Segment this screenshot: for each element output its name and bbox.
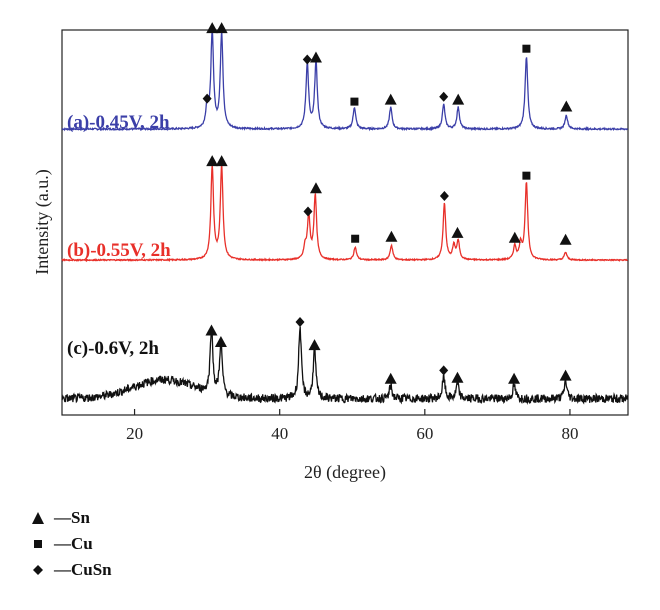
legend-label-cusn: —CuSn	[54, 560, 112, 579]
marker-triangle-2-6	[451, 371, 464, 383]
square-icon	[34, 540, 42, 548]
legend-label-cu: —Cu	[54, 534, 93, 553]
marker-triangle-0-1	[206, 22, 219, 34]
y-axis-title: Intensity (a.u.)	[32, 169, 53, 274]
x-axis-title: 2θ (degree)	[304, 462, 386, 483]
marker-square-1-9	[522, 171, 531, 180]
marker-triangle-2-3	[308, 339, 321, 351]
marker-triangle-2-0	[205, 324, 218, 336]
marker-square-1-4	[351, 234, 360, 243]
marker-triangle-2-4	[384, 372, 397, 384]
marker-diamond-1-2	[303, 206, 313, 217]
series-label-2: (c)-0.6V, 2h	[67, 338, 159, 359]
marker-triangle-0-10	[560, 100, 573, 112]
marker-triangle-1-1	[215, 155, 228, 167]
triangle-icon	[32, 512, 44, 524]
marker-legend: —Sn —Cu —CuSn	[30, 505, 250, 595]
legend-item-sn: —Sn	[30, 505, 250, 531]
marker-triangle-1-0	[206, 155, 219, 167]
marker-square-0-5	[350, 97, 359, 106]
series-line-1	[61, 164, 628, 263]
marker-diamond-0-0	[202, 93, 212, 104]
legend-label-sn: —Sn	[54, 508, 90, 527]
marker-triangle-0-8	[452, 93, 465, 105]
x-tick-label-40: 40	[271, 424, 288, 443]
marker-triangle-1-5	[385, 230, 398, 242]
marker-diamond-2-2	[295, 317, 305, 328]
legend-item-cu: —Cu	[30, 531, 250, 557]
series-line-0	[61, 28, 629, 132]
marker-diamond-0-3	[302, 54, 312, 65]
marker-triangle-2-7	[508, 372, 521, 384]
marker-triangle-1-7	[451, 226, 464, 238]
series-line-2	[61, 326, 629, 405]
marker-triangle-1-3	[309, 182, 322, 194]
marker-diamond-1-6	[439, 191, 449, 202]
x-tick-label-20: 20	[126, 424, 143, 443]
marker-triangle-2-1	[214, 336, 227, 347]
plot-frame	[61, 29, 629, 416]
marker-triangle-2-8	[559, 369, 572, 381]
marker-triangle-1-8	[508, 231, 521, 243]
marker-triangle-1-10	[559, 233, 572, 245]
marker-diamond-2-5	[439, 365, 449, 376]
marker-triangle-0-2	[215, 22, 228, 34]
series-label-0: (a)-0.45V, 2h	[67, 112, 170, 133]
marker-square-0-9	[522, 44, 531, 53]
x-tick-label-80: 80	[561, 424, 578, 443]
marker-diamond-0-7	[439, 91, 449, 102]
x-tick-label-60: 60	[416, 424, 433, 443]
marker-triangle-0-4	[309, 51, 322, 63]
legend-item-cusn: —CuSn	[30, 557, 250, 583]
xrd-chart: (a)-0.45V, 2h (b)-0.55V, 2h (c)-0.6V, 2h 2…	[32, 22, 629, 483]
diamond-icon	[33, 565, 43, 575]
series-label-1: (b)-0.55V, 2h	[67, 240, 171, 261]
marker-triangle-0-6	[384, 93, 397, 105]
